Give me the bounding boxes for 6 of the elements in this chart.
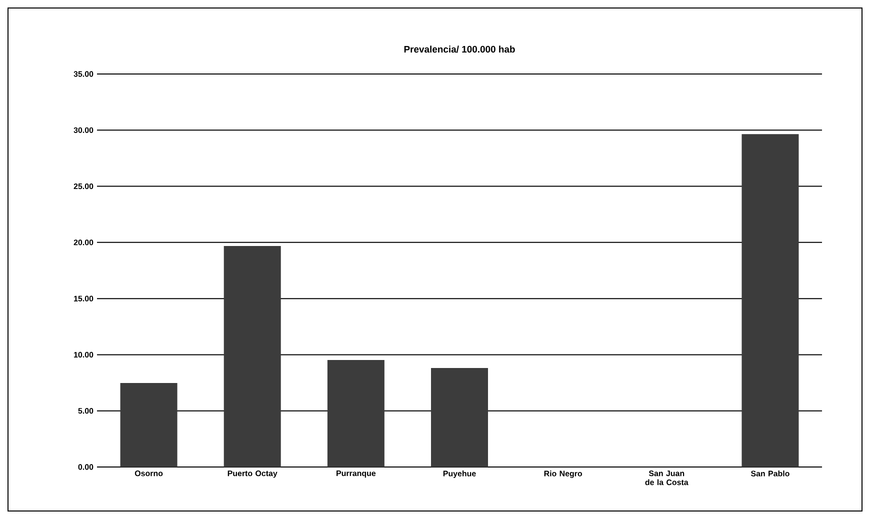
chart-title: Prevalencia/ 100.000 hab — [404, 46, 515, 53]
bar — [120, 383, 178, 467]
bar — [742, 134, 799, 467]
bar — [327, 360, 384, 467]
bar — [431, 368, 488, 467]
bar — [224, 246, 281, 467]
